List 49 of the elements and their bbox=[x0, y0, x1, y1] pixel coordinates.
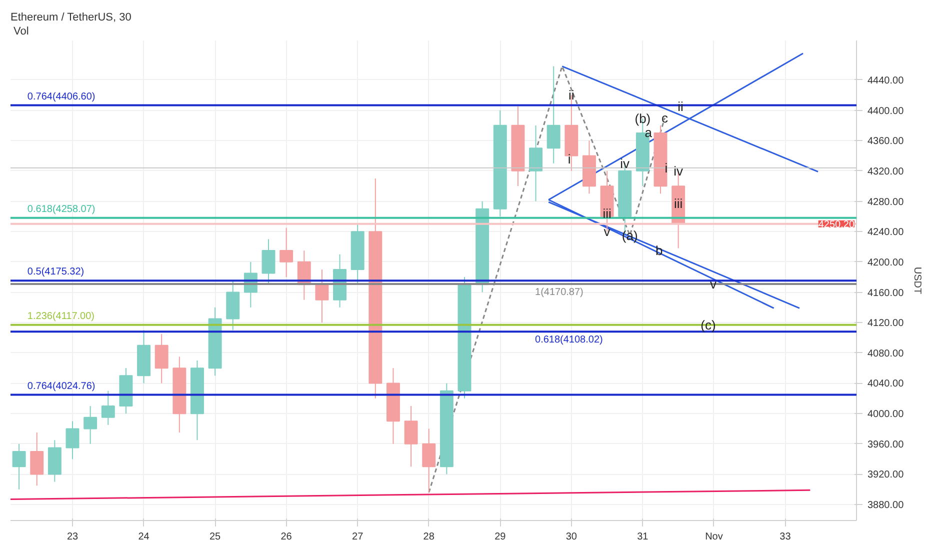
x-tick-label: 27 bbox=[352, 532, 364, 542]
annotation: iii bbox=[674, 196, 683, 212]
y-axis-title: USDT bbox=[912, 266, 923, 294]
ref-line-label: 1(4170.87) bbox=[535, 287, 584, 298]
x-tick-label: 31 bbox=[637, 532, 649, 542]
y-tick-label: 3880.00 bbox=[868, 500, 904, 512]
annotation: iv bbox=[620, 156, 630, 171]
annotation: v bbox=[604, 224, 611, 240]
x-tick-label: 33 bbox=[780, 532, 792, 542]
x-tick-label: 26 bbox=[280, 532, 292, 542]
y-tick-label: 4360.00 bbox=[868, 136, 904, 148]
y-tick-label: 3920.00 bbox=[868, 470, 904, 481]
y-tick-label: 4120.00 bbox=[868, 318, 904, 330]
x-tick-label: 29 bbox=[494, 532, 506, 542]
y-tick-label: 4320.00 bbox=[868, 166, 904, 178]
ref-line-label: 4250.20 bbox=[818, 219, 855, 230]
annotation: i bbox=[568, 151, 571, 166]
ref-line-label: 0.618(4108.02) bbox=[535, 334, 603, 346]
annotation: ii bbox=[568, 88, 574, 103]
annotation: i bbox=[664, 160, 668, 176]
x-tick-label: 24 bbox=[138, 532, 150, 542]
y-tick-label: 4040.00 bbox=[868, 378, 904, 390]
ref-line-label: 0.764(4024.76) bbox=[27, 380, 96, 392]
x-tick-label: 23 bbox=[66, 532, 79, 542]
ref-line-label: 0.764(4406.60) bbox=[27, 91, 96, 102]
y-tick-label: 4400.00 bbox=[868, 106, 904, 117]
annotation: (b) bbox=[634, 111, 651, 126]
ref-line-label: 0.618(4258.07) bbox=[27, 204, 96, 215]
annotation: a bbox=[644, 124, 653, 140]
y-tick-label: 4200.00 bbox=[868, 257, 904, 268]
y-tick-label: 4280.00 bbox=[868, 196, 904, 208]
x-tick-label: 25 bbox=[209, 532, 222, 542]
chart-title: Ethereum / TetherUS, 30 bbox=[10, 12, 132, 24]
x-tick-label: 28 bbox=[423, 532, 435, 542]
annotation: v bbox=[710, 276, 717, 292]
x-tick-label: 30 bbox=[566, 532, 578, 542]
y-tick-label: 4080.00 bbox=[868, 348, 904, 360]
y-tick-label: 4240.00 bbox=[868, 227, 904, 238]
y-tick-label: 3960.00 bbox=[868, 439, 904, 450]
y-tick-label: 4160.00 bbox=[868, 288, 904, 299]
annotation: iv bbox=[674, 163, 684, 178]
x-tick-label: Nov bbox=[705, 532, 723, 542]
y-tick-label: 4440.00 bbox=[868, 75, 904, 86]
annotation: c bbox=[662, 110, 669, 126]
chart-subtitle: Vol bbox=[14, 26, 29, 38]
y-tick-label: 4000.00 bbox=[868, 409, 904, 420]
ref-line-label: 0.5(4175.32) bbox=[27, 266, 84, 278]
ref-line-label: 1.236(4117.00) bbox=[27, 310, 95, 322]
annotation: iii bbox=[602, 206, 612, 221]
